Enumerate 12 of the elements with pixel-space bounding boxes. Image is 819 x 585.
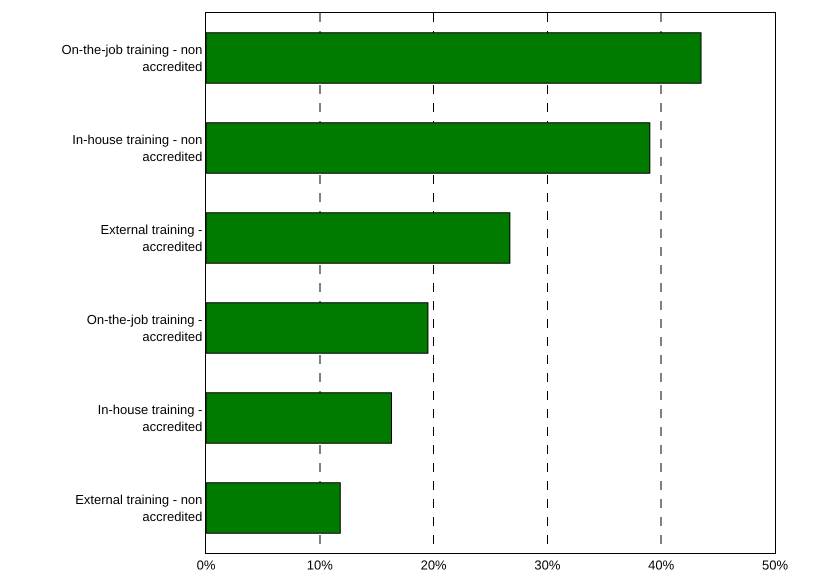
x-tick-label: 20% xyxy=(420,558,448,573)
x-tick-label: 40% xyxy=(648,558,675,573)
y-tick-label: On-the-job training - accredited xyxy=(86,312,202,344)
y-tick-label: External training - accredited xyxy=(100,222,202,254)
y-tick-label: In-house training - accredited xyxy=(98,402,202,434)
x-tick-label: 10% xyxy=(306,558,334,573)
y-tick-label: External training - non accredited xyxy=(75,492,202,524)
x-tick-label: 50% xyxy=(762,558,788,573)
x-tick-label: 0% xyxy=(196,558,216,573)
x-tick-label: 30% xyxy=(534,558,561,573)
y-tick-label: On-the-job training - non accredited xyxy=(61,42,202,74)
y-tick-label: In-house training - non accredited xyxy=(72,132,202,164)
